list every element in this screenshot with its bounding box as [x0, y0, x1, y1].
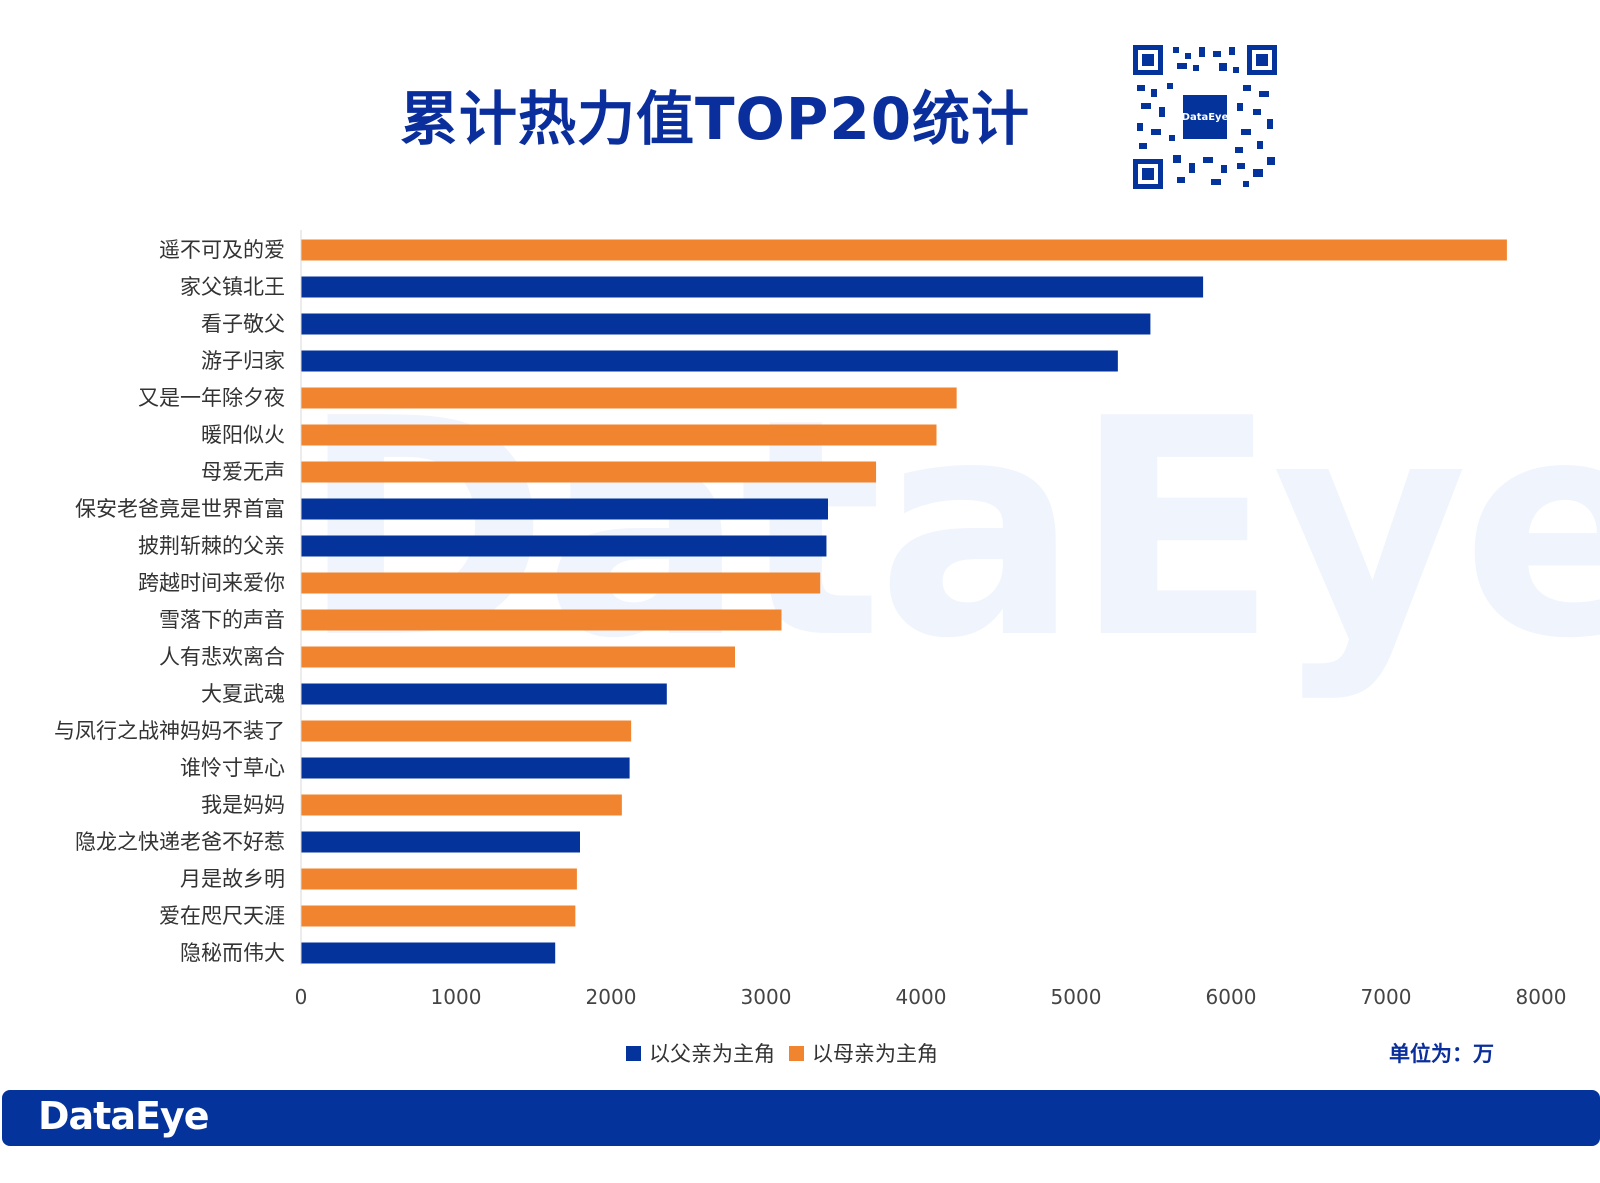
legend-item-father: 以父亲为主角: [626, 1038, 775, 1068]
category-labels: 遥不可及的爱家父镇北王看子敬父游子归家又是一年除夕夜暖阳似火母爱无声保安老爸竟是…: [54, 238, 285, 965]
category-label-3: 看子敬父: [201, 312, 285, 336]
legend-item-mother: 以母亲为主角: [789, 1038, 938, 1068]
legend-swatch-father: [626, 1045, 641, 1061]
legend: 以父亲为主角 以母亲为主角: [626, 1038, 952, 1068]
x-tick-label-7: 7000: [1361, 985, 1412, 1009]
category-label-9: 披荆斩棘的父亲: [138, 534, 285, 558]
category-label-8: 保安老爸竟是世界首富: [75, 497, 285, 521]
category-label-20: 隐秘而伟大: [180, 941, 285, 965]
x-tick-label-3: 3000: [741, 985, 792, 1009]
bar-5: [301, 387, 957, 409]
unit-label: 单位为：万: [1389, 1042, 1494, 1066]
bar-2: [301, 276, 1204, 298]
bar-7: [301, 461, 877, 483]
footer-bar: DataEye: [2, 1090, 1600, 1146]
bar-9: [301, 535, 827, 557]
bar-13: [301, 683, 667, 705]
qr-code: DataEye: [1133, 45, 1277, 189]
bar-11: [301, 609, 782, 631]
category-label-13: 大夏武魂: [201, 682, 285, 706]
category-label-5: 又是一年除夕夜: [138, 386, 285, 410]
bar-19: [301, 905, 576, 927]
footer-logo: DataEye: [38, 1094, 209, 1138]
category-label-7: 母爱无声: [201, 460, 285, 484]
category-label-1: 遥不可及的爱: [159, 238, 285, 262]
category-label-6: 暖阳似火: [201, 423, 285, 447]
category-label-2: 家父镇北王: [180, 275, 285, 299]
bar-8: [301, 498, 828, 520]
legend-label-father: 以父亲为主角: [649, 1042, 775, 1066]
category-label-16: 我是妈妈: [201, 793, 285, 817]
bar-6: [301, 424, 937, 446]
x-tick-label-8: 8000: [1516, 985, 1567, 1009]
bar-17: [301, 831, 580, 853]
bar-3: [301, 313, 1151, 335]
bar-18: [301, 868, 577, 890]
category-label-11: 雪落下的声音: [159, 608, 285, 632]
bar-1: [301, 239, 1507, 261]
category-label-10: 跨越时间来爱你: [138, 571, 285, 595]
x-tick-label-0: 0: [295, 985, 308, 1009]
category-label-17: 隐龙之快递老爸不好惹: [75, 830, 285, 854]
bar-10: [301, 572, 821, 594]
bar-15: [301, 757, 630, 779]
bar-14: [301, 720, 632, 742]
bar-chart: 遥不可及的爱家父镇北王看子敬父游子归家又是一年除夕夜暖阳似火母爱无声保安老爸竟是…: [54, 230, 1567, 1009]
x-tick-label-1: 1000: [431, 985, 482, 1009]
bar-4: [301, 350, 1118, 372]
chart-title: 累计热力值TOP20统计: [399, 85, 1031, 153]
category-label-18: 月是故乡明: [180, 867, 285, 891]
category-label-4: 游子归家: [201, 349, 285, 373]
legend-swatch-mother: [789, 1045, 804, 1061]
bars-layer: [301, 239, 1507, 964]
qr-logo: DataEye: [1182, 95, 1228, 139]
x-tick-label-6: 6000: [1206, 985, 1257, 1009]
x-axis-ticks: 0 1000 2000 3000 4000 5000 6000 7000 8000: [295, 985, 1567, 1009]
category-label-15: 谁怜寸草心: [180, 756, 285, 780]
x-tick-label-2: 2000: [586, 985, 637, 1009]
bar-16: [301, 794, 622, 816]
category-label-14: 与凤行之战神妈妈不装了: [54, 719, 285, 743]
category-label-12: 人有悲欢离合: [159, 645, 285, 669]
bar-12: [301, 646, 735, 668]
x-tick-label-4: 4000: [896, 985, 947, 1009]
bar-20: [301, 942, 556, 964]
category-label-19: 爱在咫尺天涯: [159, 904, 285, 928]
legend-label-mother: 以母亲为主角: [812, 1042, 938, 1066]
x-tick-label-5: 5000: [1051, 985, 1102, 1009]
